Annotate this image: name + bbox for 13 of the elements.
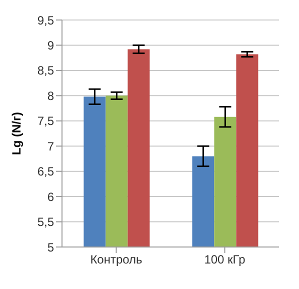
y-tick-label: 7,5 (37, 114, 54, 128)
y-tick-label: 6 (47, 190, 54, 204)
y-tick-label: 6,5 (37, 164, 54, 179)
y-tick-label: 5,5 (37, 215, 54, 230)
y-tick-label: 9,5 (37, 13, 54, 28)
x-tick-label: Контроль (90, 252, 142, 267)
y-axis-title: Lg (N/г) (9, 112, 24, 155)
y-tick-label: 8 (47, 88, 54, 103)
y-tick-label: 9 (47, 38, 54, 52)
y-tick-label: 8,5 (37, 64, 54, 78)
y-tick-label: 7 (47, 139, 54, 154)
x-tick-label: 100 кГр (204, 252, 246, 267)
y-tick-label: 5 (47, 240, 54, 254)
